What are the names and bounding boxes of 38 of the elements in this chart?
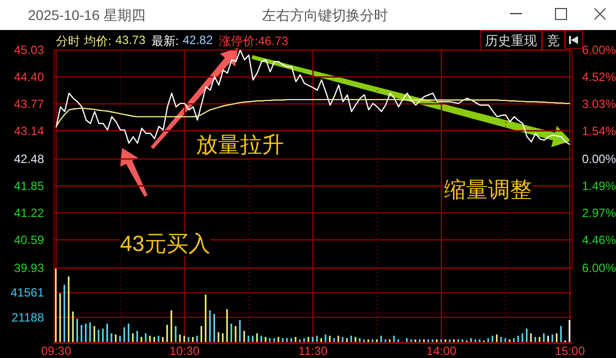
text: 历史重现 xyxy=(480,30,542,51)
x-tick-label: 09:30 xyxy=(41,344,72,358)
annotation: 放量拉升 xyxy=(196,132,284,157)
y2-tick-label: 4.46% xyxy=(582,233,616,248)
x-tick-label: 11:30 xyxy=(298,344,328,358)
y2-tick-label: 6.00% xyxy=(582,43,616,57)
y-tick-label: 43.77 xyxy=(14,96,44,111)
x-tick-label: 10:30 xyxy=(170,344,200,358)
y2-tick-label: 1.49% xyxy=(582,179,616,194)
y-tick-label: 41561 xyxy=(10,286,44,300)
text: 涨停价:46.73 xyxy=(218,33,288,50)
y-tick-label: 45.03 xyxy=(14,43,44,57)
text: 最新: xyxy=(151,33,179,50)
x-tick-label: 15:00 xyxy=(554,344,586,358)
y2-tick-label: 4.52% xyxy=(582,70,616,84)
y-tick-label: 21188 xyxy=(12,310,44,324)
y-tick-label: 40.59 xyxy=(14,232,44,247)
annotation: 43元买入 xyxy=(120,231,210,256)
y2-tick-label: 0.00% xyxy=(582,152,616,166)
annotation: 缩量调整 xyxy=(444,177,532,202)
text: 左右方向键切换分时 xyxy=(262,7,388,25)
text: 竞 xyxy=(542,30,565,51)
y-tick-label: 43.14 xyxy=(14,124,44,138)
chart-title: 2025-10-16 星期四 xyxy=(28,7,146,25)
text: 42.82 xyxy=(182,33,213,49)
y-tick-label: 42.48 xyxy=(14,152,44,166)
text: 均价: xyxy=(84,33,112,50)
y-tick-label: 41.85 xyxy=(14,178,44,193)
y-tick-label: 39.93 xyxy=(14,261,44,275)
y2-tick-label: 6.00% xyxy=(582,261,616,275)
text: 43.73 xyxy=(115,33,146,49)
y-tick-label: 41.22 xyxy=(14,206,44,220)
x-tick-label: 14:00 xyxy=(426,344,457,358)
text: 分时 xyxy=(56,33,80,50)
y2-tick-label: 3.03% xyxy=(582,96,616,111)
y2-tick-label: 2.97% xyxy=(582,206,616,220)
y2-tick-label: 1.54% xyxy=(582,124,616,138)
y-tick-label: 44.40 xyxy=(14,70,44,84)
